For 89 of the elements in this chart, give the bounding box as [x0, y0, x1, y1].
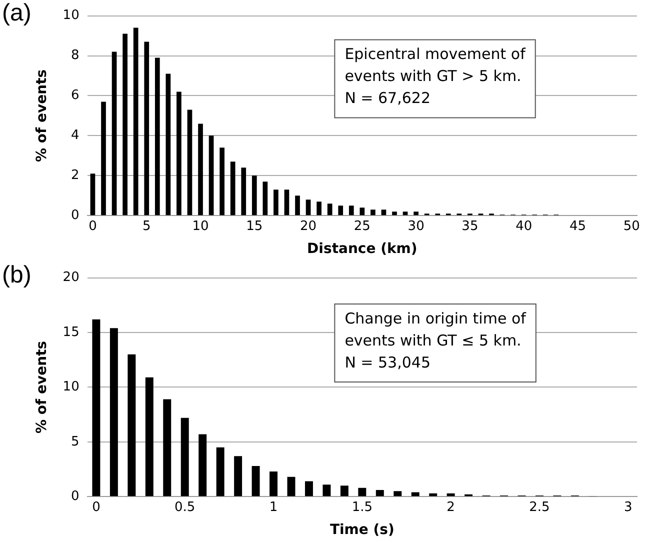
y-tick-label: 10	[62, 8, 80, 24]
bar	[360, 208, 365, 216]
bar	[133, 28, 138, 216]
bar	[446, 493, 455, 496]
annotation: Change in origin time of events with GT ≤ 5 km. N = 53,045	[344, 309, 527, 372]
bar	[230, 162, 236, 216]
x-tick-label: 2.5	[529, 500, 550, 515]
x-tick-label: 1.5	[352, 500, 373, 515]
x-tick-label: 30	[408, 218, 424, 234]
bar	[338, 206, 344, 216]
bar	[274, 190, 278, 216]
x-tick-label: 40	[516, 218, 532, 234]
y-tick-label: 0	[71, 488, 80, 504]
bar	[110, 328, 118, 496]
bar	[316, 202, 322, 216]
bar	[340, 486, 348, 496]
bar	[198, 124, 203, 216]
y-tick-label: 15	[62, 324, 80, 340]
bar	[144, 42, 150, 216]
x-tick-label: 15	[246, 218, 263, 234]
bar	[348, 206, 354, 216]
y-tick-label: 0	[71, 208, 80, 223]
bar	[122, 34, 128, 216]
x-tick-label: 35	[462, 218, 478, 234]
bar	[414, 212, 418, 216]
y-axis-title: % of events	[34, 340, 50, 434]
bar	[166, 74, 171, 216]
bar	[402, 212, 408, 216]
x-tick-label: 3	[624, 500, 632, 515]
bar	[262, 182, 268, 216]
x-tick-label: 0	[88, 218, 97, 234]
bar	[163, 399, 172, 496]
bar	[322, 484, 331, 496]
x-tick-label: 0.5	[174, 500, 196, 515]
bar	[394, 491, 402, 496]
x-tick-label: 1	[269, 500, 278, 515]
bar	[187, 110, 192, 216]
bar	[90, 174, 96, 216]
x-tick-label: 50	[623, 218, 640, 234]
bar	[180, 418, 189, 496]
bar	[216, 447, 224, 496]
bar	[241, 168, 246, 216]
x-tick-label: 10	[192, 218, 209, 234]
x-tick-label: 45	[569, 218, 586, 234]
bar	[101, 102, 106, 216]
bar	[154, 58, 160, 216]
x-axis-title: Time (s)	[330, 522, 394, 538]
bar	[376, 490, 384, 496]
bar	[208, 136, 214, 216]
chart-title: (b)	[2, 262, 32, 289]
bar	[327, 204, 332, 216]
bar	[270, 471, 278, 496]
bar	[252, 466, 260, 496]
bar	[306, 200, 311, 216]
x-tick-label: 5	[142, 218, 151, 234]
chart-title: (a)	[2, 0, 32, 27]
bar	[287, 476, 296, 496]
y-tick-label: 20	[62, 270, 80, 286]
bar	[220, 148, 224, 216]
x-tick-label: 2	[446, 500, 455, 515]
bar	[295, 196, 300, 216]
bar	[92, 319, 100, 496]
y-tick-label: 4	[71, 128, 80, 144]
bar	[176, 92, 182, 216]
bar	[381, 210, 386, 216]
bar	[234, 456, 242, 496]
annotation: Epicentral movement of events with GT > 5 km. N = 67,622	[344, 45, 526, 108]
y-tick-label: 6	[71, 88, 80, 104]
y-tick-label: 5	[71, 434, 80, 450]
bar	[429, 493, 438, 496]
bar	[128, 354, 136, 496]
bar	[252, 176, 257, 216]
bar	[145, 377, 154, 496]
bar	[411, 492, 420, 496]
x-tick-label: 20	[300, 218, 317, 234]
x-axis-title: Distance (km)	[307, 241, 418, 258]
x-tick-label: 25	[354, 218, 370, 234]
y-tick-label: 2	[71, 168, 80, 184]
y-axis-title: % of events	[34, 69, 50, 162]
bar	[112, 52, 117, 216]
bar	[358, 488, 366, 496]
bar	[392, 212, 397, 216]
y-tick-label: 8	[71, 48, 80, 64]
x-tick-label: 0	[92, 500, 100, 515]
y-tick-label: 10	[62, 380, 80, 395]
bar	[198, 434, 207, 496]
bar	[284, 190, 290, 216]
bar	[304, 481, 313, 496]
bar	[370, 210, 376, 216]
